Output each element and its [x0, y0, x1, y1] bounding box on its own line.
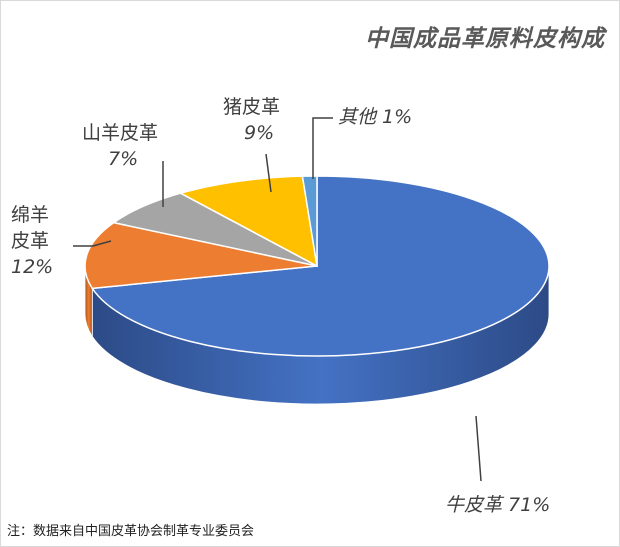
pie-slice-绵羊皮革: [84, 221, 318, 290]
label-pig-name: 猪皮革: [223, 96, 280, 118]
footnote: 注：数据来自中国皮革协会制革专业委员会: [7, 524, 255, 539]
chart-title: 中国成品革原料皮构成: [365, 26, 605, 52]
label-pig-pct: 9%: [244, 122, 274, 144]
pie-slice-牛皮革: [90, 175, 550, 357]
label-sheep-line2: 皮革: [11, 230, 49, 252]
label-goat-name: 山羊皮革: [82, 122, 158, 144]
leader-line-pig: [265, 153, 272, 193]
pie-slice-山羊皮革: [111, 192, 318, 267]
leader-line-other: [312, 117, 333, 179]
leader-lines: [73, 117, 482, 482]
label-other: 其他 1%: [338, 106, 412, 128]
label-goat-pct: 7%: [108, 148, 138, 170]
label-sheep-line1: 绵羊: [11, 204, 49, 226]
label-sheep-pct: 12%: [11, 256, 53, 278]
pie-layer: [84, 175, 550, 405]
pie-slice-其他: [301, 175, 318, 267]
leader-line-sheep: [73, 240, 112, 247]
label-cattle: 牛皮革 71%: [445, 494, 550, 516]
pie-slice-猪皮革: [178, 175, 318, 268]
leader-line-cattle: [475, 415, 482, 482]
